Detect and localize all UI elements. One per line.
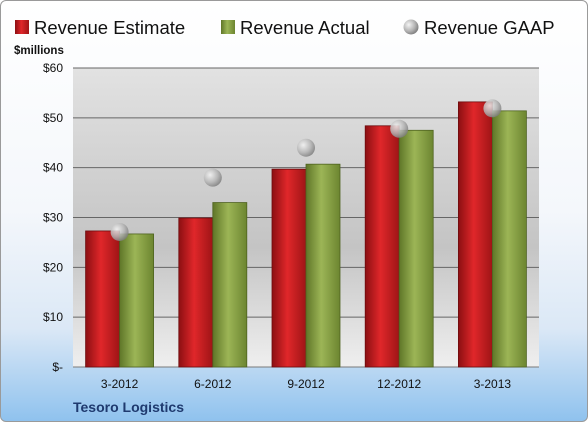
bar-revenue-actual bbox=[212, 202, 248, 368]
point-revenue-gaap bbox=[203, 168, 222, 187]
x-tick-label: 12-2012 bbox=[377, 377, 421, 391]
legend-swatch-actual bbox=[221, 20, 235, 34]
y-tick-label: $50 bbox=[43, 111, 63, 125]
bar-revenue-estimate bbox=[457, 101, 493, 368]
legend-label-actual: Revenue Actual bbox=[240, 17, 370, 38]
x-tick-label: 6-2012 bbox=[194, 377, 232, 391]
y-axis-ticks: $- $10 $20 $30 $40 $50 $60 bbox=[43, 61, 63, 374]
bar-revenue-estimate bbox=[85, 230, 120, 368]
point-revenue-gaap bbox=[110, 222, 129, 241]
bars bbox=[85, 101, 527, 368]
bar-revenue-actual bbox=[398, 129, 434, 368]
bar-revenue-estimate bbox=[178, 217, 214, 368]
bar-revenue-actual bbox=[305, 163, 341, 368]
units-label: $millions bbox=[14, 45, 64, 57]
y-tick-label: $30 bbox=[43, 211, 63, 225]
point-revenue-gaap bbox=[390, 119, 409, 138]
bar-revenue-actual bbox=[119, 233, 154, 368]
y-tick-label: $- bbox=[52, 360, 63, 374]
gaap-points bbox=[110, 99, 502, 241]
x-tick-label: 9-2012 bbox=[287, 377, 325, 391]
y-tick-label: $10 bbox=[43, 310, 63, 324]
legend: Revenue Estimate Revenue Actual Revenue … bbox=[15, 17, 555, 38]
y-tick-label: $20 bbox=[43, 260, 63, 274]
legend-label-estimate: Revenue Estimate bbox=[34, 17, 185, 38]
x-tick-label: 3-2013 bbox=[474, 377, 512, 391]
point-revenue-gaap bbox=[483, 99, 502, 118]
legend-marker-gaap bbox=[403, 19, 419, 35]
bar-revenue-estimate bbox=[271, 168, 307, 368]
y-tick-label: $40 bbox=[43, 161, 63, 175]
x-tick-label: 3-2012 bbox=[101, 377, 139, 391]
bar-revenue-estimate bbox=[364, 125, 400, 368]
legend-swatch-estimate bbox=[15, 20, 29, 34]
bar-revenue-actual bbox=[491, 110, 527, 368]
legend-label-gaap: Revenue GAAP bbox=[424, 17, 555, 38]
point-revenue-gaap bbox=[297, 138, 315, 157]
y-tick-label: $60 bbox=[43, 61, 63, 75]
company-name: Tesoro Logistics bbox=[73, 399, 184, 415]
x-axis-ticks: 3-2012 6-2012 9-2012 12-2012 3-2013 bbox=[101, 377, 511, 391]
